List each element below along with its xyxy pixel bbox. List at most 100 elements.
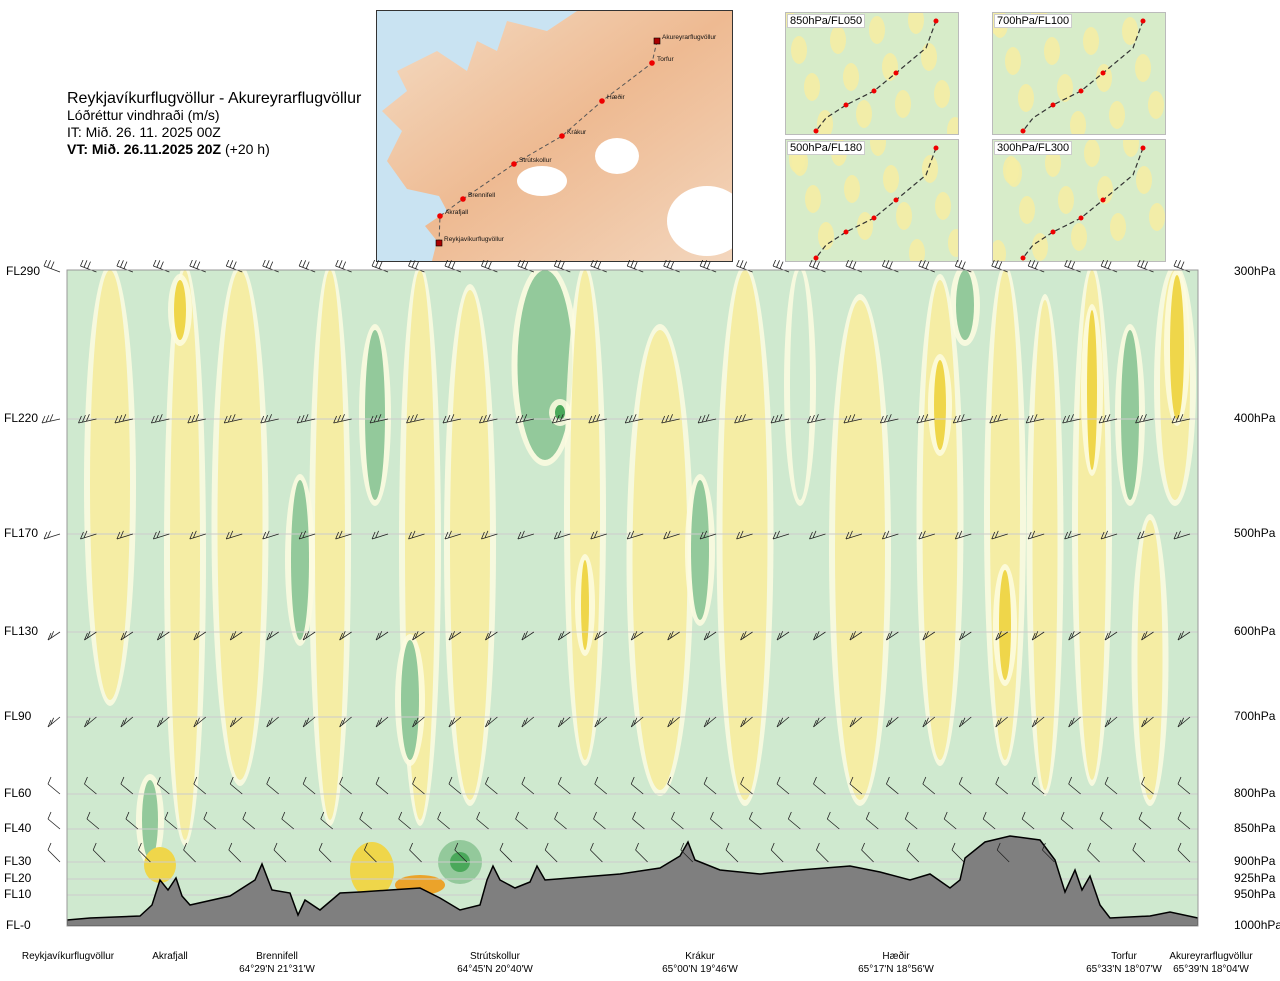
wind-barb [187,414,206,424]
wind-barb [1068,776,1081,795]
velocity-band [90,270,130,700]
wind-barb [152,260,170,273]
wind-barb [626,530,644,540]
velocity-band [170,270,200,840]
level-map-waypoint [1020,128,1026,134]
wind-barb [406,414,425,424]
velocity-band [581,560,589,650]
waypoint-marker [437,213,443,219]
wind-barb [740,716,753,728]
valid-time-offset: (+20 h) [224,141,270,157]
location-coord: 65°00'N 19°46'W [662,964,738,975]
wind-barb [448,716,462,728]
level-map-waypoint [871,215,877,221]
pressure-level-label: 700hPa [1234,709,1276,723]
wind-barb [481,260,498,273]
wind-barb [481,530,498,540]
location-label: Hæðir 65°17'N 18°56'W [831,951,961,975]
wind-barb [1104,631,1118,641]
wind-barb [476,811,489,830]
wind-barb [1137,530,1154,540]
pressure-level-label: 1000hPa [1234,918,1280,932]
velocity-band [217,270,263,780]
wind-barb [296,414,316,424]
wind-barb [991,260,1008,273]
location-coord: 65°33'N 18°07'W [1086,964,1162,975]
wind-barb [1138,811,1152,830]
wind-barb [335,260,352,273]
wind-barb [557,716,571,728]
wind-barb [882,530,899,540]
wind-barb [1068,716,1081,728]
wind-barb [918,260,935,273]
wind-barb [807,414,826,424]
wind-barb [922,776,936,795]
wind-barb [1173,260,1191,273]
wind-barb [1141,716,1154,728]
wind-barb [553,260,571,273]
wind-barb [84,776,97,795]
waypoint-marker [460,196,466,202]
wind-barb [1177,776,1191,795]
valid-time: VT: Mið. 26.11.2025 20Z (+20 h) [67,141,361,158]
flight-level-label: FL40 [4,821,32,835]
wind-barb [320,811,334,830]
wind-barb [594,716,608,728]
wind-barb [229,776,243,795]
wind-barb [189,530,206,540]
flight-level-label: FL10 [4,887,32,901]
wind-barb [183,842,196,863]
wind-barb [375,776,389,795]
pressure-level-label: 950hPa [1234,887,1276,901]
wind-barb [594,776,608,795]
wind-barb [951,842,965,863]
wind-barb [80,260,97,273]
wind-barb [1068,631,1081,641]
airport-marker [653,37,661,45]
waypoint-marker [511,161,517,167]
velocity-band [790,270,810,500]
wind-barb [1087,842,1100,863]
wind-barb [958,716,972,728]
wind-barb [515,811,528,830]
wind-barb [120,716,134,728]
wind-barb [229,716,243,728]
flight-level-label: FL-0 [6,918,31,932]
wind-barb [918,530,935,540]
wind-barb [84,716,97,728]
wind-barb [734,414,753,424]
waypoint-label: Strútskollur [519,157,552,164]
wind-barb [635,842,648,863]
wind-barb [906,842,920,863]
wind-barb [114,414,133,424]
velocity-band [142,780,158,860]
flight-level-label: FL90 [4,709,32,723]
wind-barb [772,260,790,273]
wind-barb [699,260,717,273]
wind-barb [749,811,762,830]
wind-barb [958,776,972,795]
glacier-2 [517,166,567,196]
wind-barb [228,842,242,863]
wind-barb [371,260,389,273]
flight-level-label: FL60 [4,786,32,800]
wind-barb [1104,716,1118,728]
flight-level-label: FL170 [4,526,39,540]
level-map-waypoint [933,145,939,151]
wind-barb [193,631,207,641]
level-map-patch [908,13,924,34]
velocity-band [722,270,768,800]
wind-barb [156,716,170,728]
velocity-band [1170,275,1184,420]
flight-level-label: FL220 [4,411,39,425]
waypoint-label: Hæðir [607,93,626,101]
pressure-level-label: 850hPa [1234,821,1276,835]
velocity-band [401,640,419,760]
wind-barb [1098,414,1118,424]
level-map-patch [1084,140,1100,167]
level-map-patch [1003,156,1019,184]
wind-barb [273,842,287,863]
level-map-waypoint [1050,102,1056,108]
level-map-patch [1149,203,1165,231]
wind-barb [770,414,790,424]
